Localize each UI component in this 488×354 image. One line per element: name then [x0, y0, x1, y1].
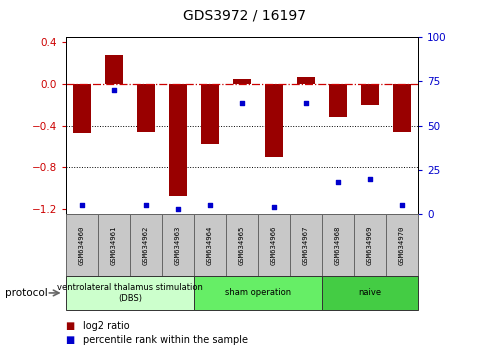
Text: GSM634961: GSM634961	[111, 225, 117, 265]
Bar	[194, 214, 225, 276]
Bar	[322, 276, 417, 310]
Text: percentile rank within the sample: percentile rank within the sample	[83, 335, 247, 345]
Point	[110, 87, 118, 93]
Text: log2 ratio: log2 ratio	[83, 321, 129, 331]
Text: GSM634968: GSM634968	[334, 225, 340, 265]
Text: protocol: protocol	[5, 288, 47, 298]
Point	[302, 100, 309, 105]
Text: GSM634964: GSM634964	[206, 225, 213, 265]
Point	[174, 206, 182, 212]
Point	[269, 204, 277, 210]
Bar	[169, 84, 186, 196]
Text: GSM634970: GSM634970	[398, 225, 404, 265]
Bar	[297, 77, 314, 84]
Point	[333, 179, 341, 185]
Bar	[361, 84, 378, 105]
Bar	[328, 84, 346, 117]
Text: sham operation: sham operation	[224, 289, 290, 297]
Text: GSM634966: GSM634966	[270, 225, 277, 265]
Bar	[258, 214, 289, 276]
Text: ventrolateral thalamus stimulation
(DBS): ventrolateral thalamus stimulation (DBS)	[57, 283, 203, 303]
Bar	[105, 55, 122, 84]
Bar	[289, 214, 322, 276]
Text: GSM634960: GSM634960	[79, 225, 85, 265]
Bar	[392, 84, 410, 132]
Text: GSM634962: GSM634962	[143, 225, 149, 265]
Bar	[66, 276, 194, 310]
Point	[142, 202, 150, 208]
Bar	[225, 214, 258, 276]
Text: GSM634965: GSM634965	[239, 225, 244, 265]
Bar	[73, 84, 91, 133]
Text: GSM634963: GSM634963	[175, 225, 181, 265]
Bar	[201, 84, 219, 144]
Bar	[233, 79, 250, 84]
Bar	[137, 84, 155, 132]
Point	[78, 202, 86, 208]
Bar	[353, 214, 386, 276]
Bar	[98, 214, 130, 276]
Point	[238, 100, 245, 105]
Bar	[130, 214, 162, 276]
Text: naive: naive	[358, 289, 381, 297]
Point	[366, 176, 373, 182]
Point	[206, 202, 214, 208]
Text: ■: ■	[66, 335, 78, 345]
Text: GSM634967: GSM634967	[303, 225, 308, 265]
Bar	[386, 214, 417, 276]
Bar	[162, 214, 194, 276]
Bar	[322, 214, 353, 276]
Point	[397, 202, 405, 208]
Text: GDS3972 / 16197: GDS3972 / 16197	[183, 9, 305, 23]
Bar	[66, 214, 98, 276]
Bar	[194, 276, 322, 310]
Text: ■: ■	[66, 321, 78, 331]
Bar	[264, 84, 282, 157]
Text: GSM634969: GSM634969	[366, 225, 372, 265]
